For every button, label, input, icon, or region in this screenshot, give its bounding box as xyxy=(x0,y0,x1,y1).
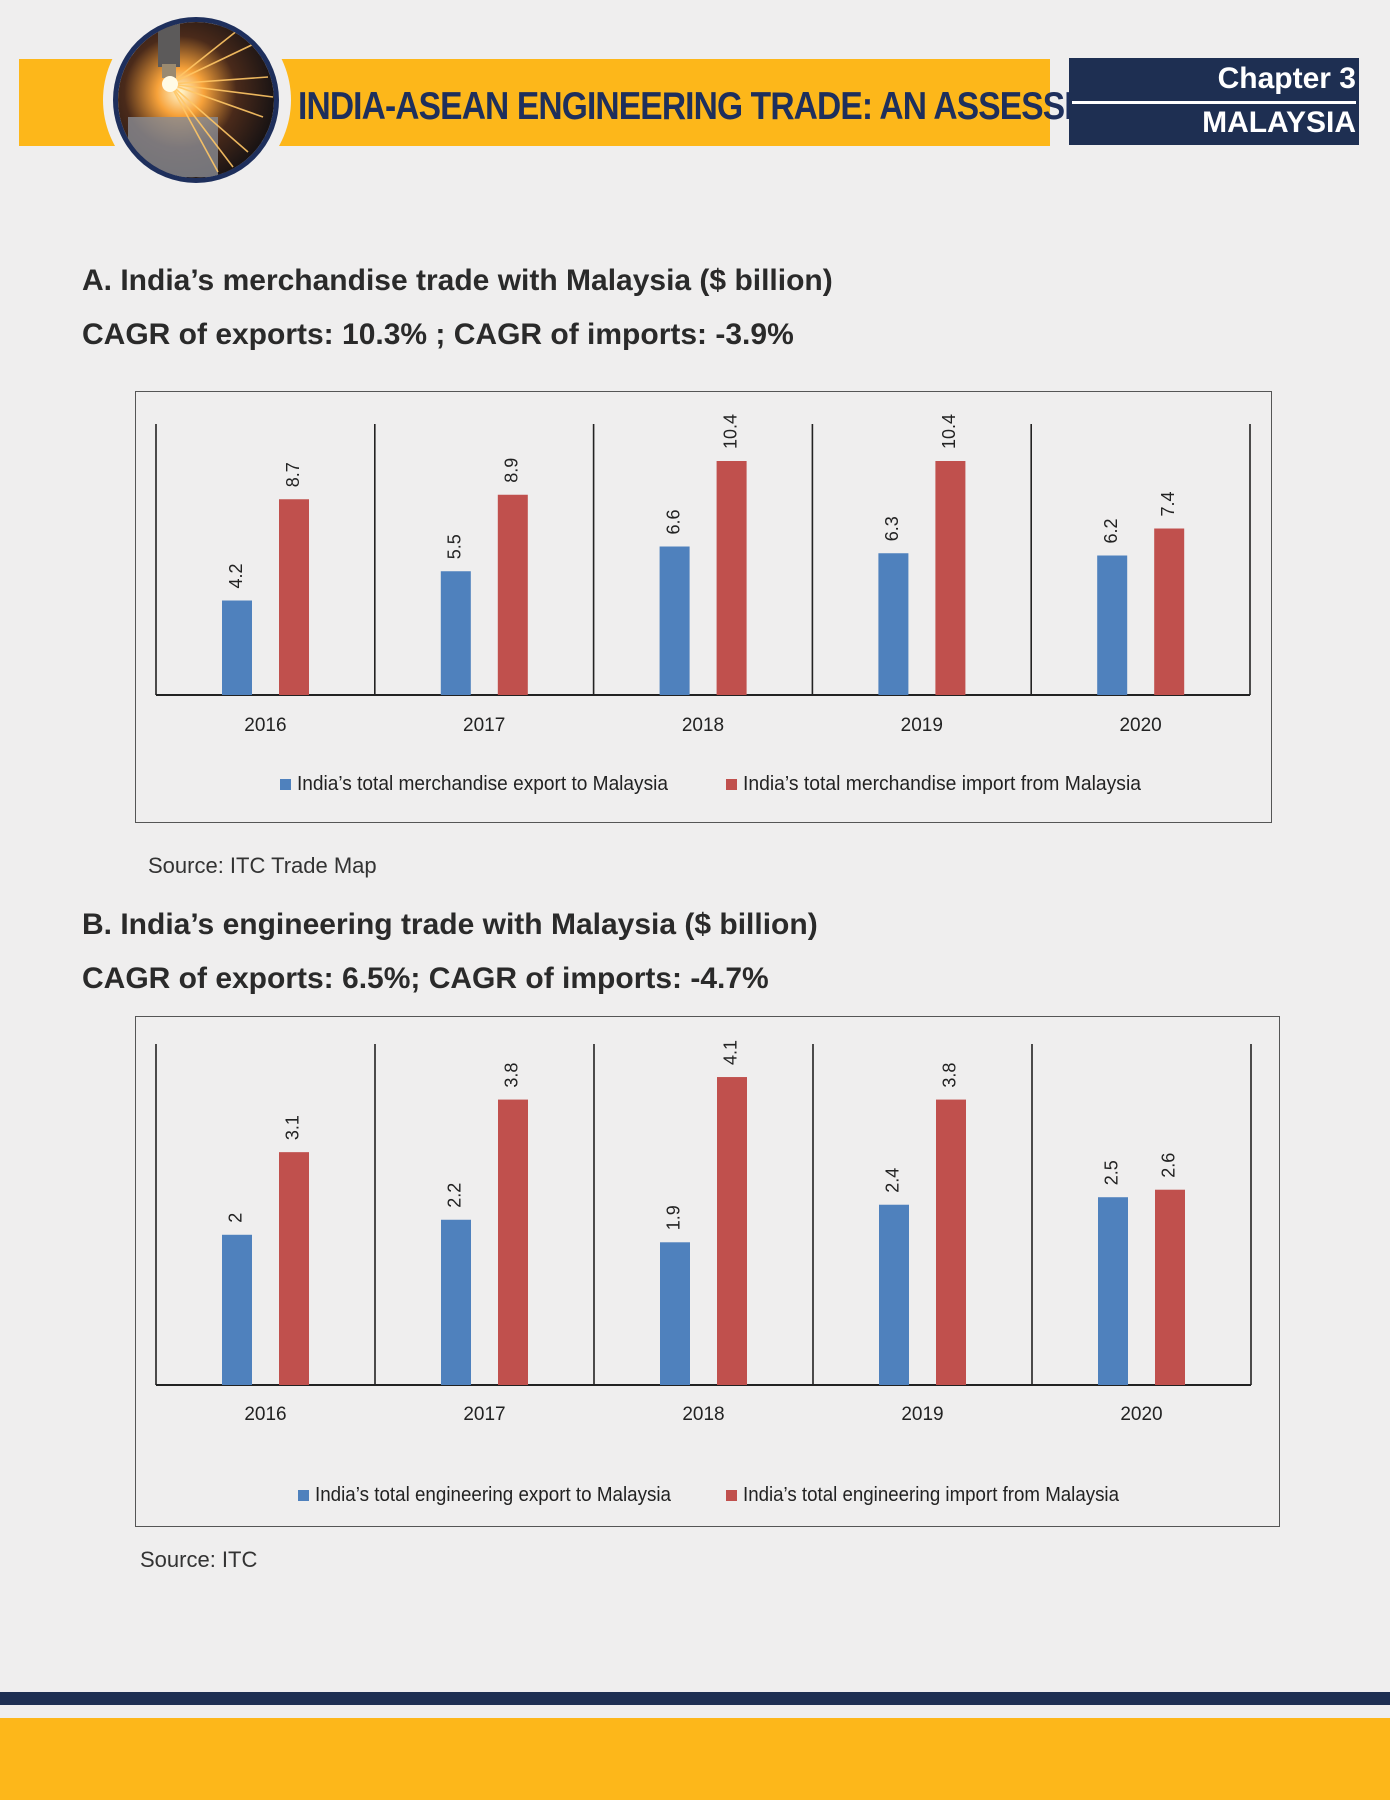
chart1-bar-export-2017 xyxy=(441,1219,471,1385)
chart1-legend-label: India’s total engineering export to Mala… xyxy=(315,1484,672,1506)
chart1-bar-import-2016 xyxy=(279,1152,309,1385)
chart1-legend-label: India’s total engineering import from Ma… xyxy=(743,1484,1120,1506)
chapter-divider xyxy=(1072,101,1356,104)
chart1-tick-label: 2019 xyxy=(901,1404,943,1425)
chart0-data-label: 6.2 xyxy=(1101,518,1121,543)
chart0-tick-label: 2018 xyxy=(682,715,724,736)
chart0-data-label: 4.2 xyxy=(226,563,246,588)
section-a-source: Source: ITC Trade Map xyxy=(148,853,377,878)
chart1-data-label: 2 xyxy=(226,1213,246,1223)
chart0-tick-label: 2016 xyxy=(244,715,286,736)
chart1-data-label: 2.4 xyxy=(883,1168,903,1193)
chart1-bar-import-2017 xyxy=(498,1099,528,1385)
chart1-tick-label: 2018 xyxy=(682,1404,724,1425)
chart1-data-label: 2.6 xyxy=(1159,1153,1179,1178)
chart0-tick-label: 2019 xyxy=(901,715,943,736)
chart0-legend-swatch xyxy=(726,779,737,790)
chart1-tick-label: 2017 xyxy=(463,1404,505,1425)
chart0-bar-import-2016 xyxy=(279,499,309,695)
chart1-bar-export-2020 xyxy=(1098,1197,1128,1385)
chart0-data-label: 8.9 xyxy=(502,458,522,483)
chart1-data-label: 3.1 xyxy=(283,1115,303,1140)
laser-cutting-sparks-icon xyxy=(113,17,279,183)
chart1-bar-import-2019 xyxy=(936,1099,966,1385)
chart1-tick-label: 2016 xyxy=(244,1404,286,1425)
chart1-bar-import-2020 xyxy=(1155,1189,1185,1385)
chart1-data-label: 2.5 xyxy=(1102,1160,1122,1185)
chart0-tick-label: 2017 xyxy=(463,715,505,736)
chart1-data-label: 3.8 xyxy=(940,1063,960,1088)
chart0-tick-label: 2020 xyxy=(1119,715,1161,736)
chart0-bar-export-2019 xyxy=(878,553,909,695)
section-a-subtitle: CAGR of exports: 10.3% ; CAGR of imports… xyxy=(82,318,794,351)
chapter-label: Chapter 3 xyxy=(1217,62,1356,95)
chart0-bar-import-2020 xyxy=(1154,528,1185,695)
chart0-bar-export-2020 xyxy=(1097,555,1128,695)
chart1-data-label: 4.1 xyxy=(721,1040,741,1065)
chart0-bar-export-2017 xyxy=(440,571,471,695)
chart0-data-label: 6.6 xyxy=(663,509,683,534)
chart1-bar-export-2018 xyxy=(660,1242,690,1385)
merchandise-trade-chart-svg: 4.2 8.7 2016 5.5 8.9 2017 6.6 10.4 2018 6.3 10.4 20… xyxy=(155,414,1251,795)
chart0-data-label: 5.5 xyxy=(445,534,465,559)
footer-yellow-band xyxy=(0,1718,1390,1800)
country-label: MALAYSIA xyxy=(1202,106,1356,139)
engineering-trade-chart: 2 3.1 2016 2.2 3.8 2017 1.9 4.1 2018 2.4 3.8 2019 2.… xyxy=(135,1016,1280,1527)
chart1-data-label: 1.9 xyxy=(664,1205,684,1230)
chart1-data-label: 3.8 xyxy=(502,1063,522,1088)
chart0-bar-import-2019 xyxy=(935,461,966,695)
section-b-subtitle: CAGR of exports: 6.5%; CAGR of imports: … xyxy=(82,962,769,995)
footer-navy-band xyxy=(0,1692,1390,1705)
chart0-data-label: 8.7 xyxy=(283,462,303,487)
chart0-data-label: 6.3 xyxy=(882,516,902,541)
section-b-title: B. India’s engineering trade with Malays… xyxy=(82,908,818,941)
chart0-data-label: 10.4 xyxy=(720,414,740,449)
chart1-tick-label: 2020 xyxy=(1120,1404,1162,1425)
chart0-bar-export-2016 xyxy=(222,600,252,695)
section-a-title: A. India’s merchandise trade with Malays… xyxy=(82,264,833,297)
chart0-bar-export-2018 xyxy=(659,546,690,695)
chart0-data-label: 10.4 xyxy=(939,414,959,449)
chart0-data-label: 7.4 xyxy=(1158,491,1178,516)
chart1-bar-export-2016 xyxy=(222,1234,252,1385)
chart0-legend-swatch xyxy=(280,779,291,790)
page-title: INDIA-ASEAN ENGINEERING TRADE: AN ASSESS… xyxy=(298,85,1157,128)
chart1-legend-swatch xyxy=(726,1490,737,1501)
chart1-bar-import-2018 xyxy=(717,1077,747,1385)
engineering-trade-chart-svg: 2 3.1 2016 2.2 3.8 2017 1.9 4.1 2018 2.4 3.8 2019 2.… xyxy=(155,1040,1252,1506)
chart0-legend-label: India’s total merchandise import from Ma… xyxy=(743,773,1142,795)
chart0-legend-label: India’s total merchandise export to Mala… xyxy=(297,773,669,795)
chart1-bar-export-2019 xyxy=(879,1204,909,1385)
chart0-bar-import-2018 xyxy=(716,461,747,695)
chart0-bar-import-2017 xyxy=(497,494,528,695)
section-b-source: Source: ITC xyxy=(140,1547,258,1572)
chart1-data-label: 2.2 xyxy=(445,1183,465,1208)
chart1-legend-swatch xyxy=(298,1490,309,1501)
merchandise-trade-chart: 4.2 8.7 2016 5.5 8.9 2017 6.6 10.4 2018 6.3 10.4 20… xyxy=(135,391,1272,823)
